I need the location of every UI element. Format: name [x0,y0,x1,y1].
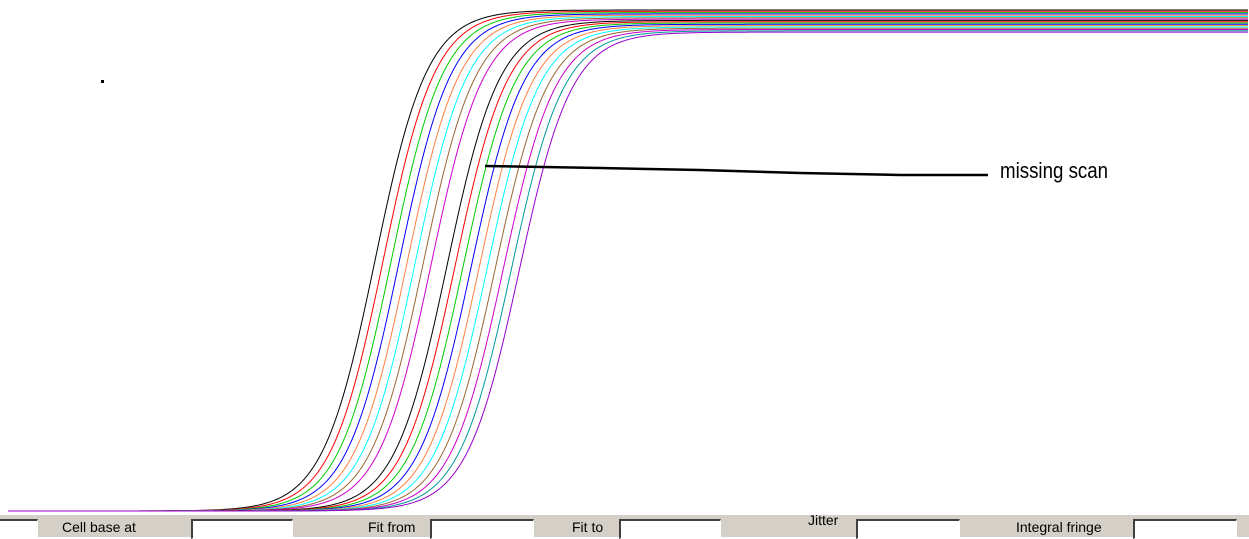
scan-curve-1 [8,9,1248,512]
integral-fringe-label: Integral fringe [1016,519,1102,535]
scan-curve-11 [8,22,1248,512]
scan-curve-3 [8,12,1248,512]
jitter-input[interactable] [856,519,960,539]
scan-curves-chart [8,9,1248,512]
scan-curve-14 [8,26,1248,512]
cell-base-input[interactable] [191,519,293,539]
scan-curve-7 [8,17,1248,512]
integral-fringe-input[interactable] [1133,519,1237,539]
scan-curve-4 [8,13,1248,512]
scan-curve-2 [8,10,1248,512]
scan-curve-6 [8,16,1248,512]
missing-scan-annotation-label: missing scan [1000,158,1109,183]
scan-curve-16 [8,29,1248,512]
scan-curve-13 [8,25,1248,512]
scan-curve-8 [8,18,1248,512]
cell-base-label: Cell base at [62,519,136,535]
fit-to-label: Fit to [572,519,604,535]
fit-from-input[interactable] [430,519,534,539]
scan-curve-15 [8,27,1248,512]
scan-plot-area: missing scan [8,9,1248,512]
missing-scan-pointer-line [484,164,988,177]
bottom-control-bar: Cell base at Fit from Fit to Jitter Inte… [0,512,1249,539]
scan-curve-5 [8,14,1248,512]
scan-curve-10 [8,21,1248,512]
stray-dot-marker [101,80,104,83]
scan-curve-12 [8,23,1248,512]
scan-curve-18 [8,31,1248,512]
jitter-label: Jitter [808,512,839,528]
scan-curve-17 [8,30,1248,512]
first-field-input[interactable] [0,519,38,539]
scan-curve-9 [8,19,1248,512]
fit-from-label: Fit from [368,519,416,535]
fit-to-input[interactable] [619,519,721,539]
